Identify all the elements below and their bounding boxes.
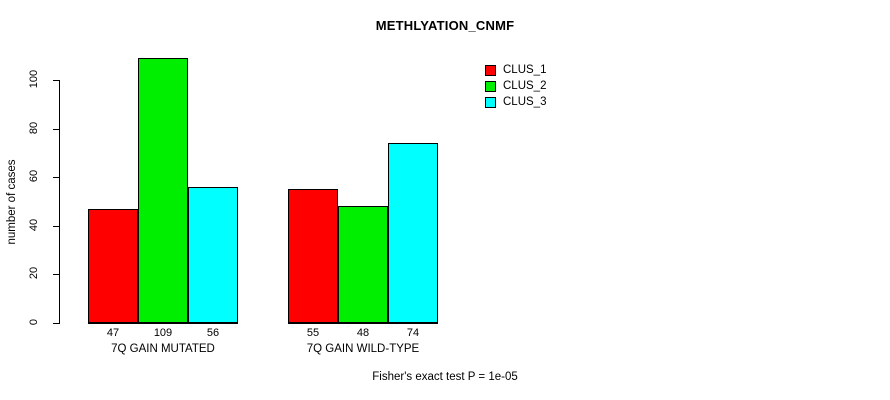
chart-title: METHLYATION_CNMF: [375, 18, 515, 33]
y-axis-tick-label: 40: [28, 218, 40, 231]
bar-clus_3-2: [388, 143, 438, 323]
bar-clus_1-1: [88, 208, 138, 323]
bar-value-label: 109: [153, 327, 173, 339]
legend-item-label: CLUS_3: [503, 95, 547, 108]
bar-clus_2-2: [338, 206, 388, 323]
y-axis-tick: [53, 225, 59, 227]
x-axis-group-label: 7Q GAIN MUTATED: [111, 343, 215, 355]
y-axis-title: number of cases: [6, 159, 18, 245]
y-axis-tick: [53, 80, 59, 81]
legend-item-label: CLUS_2: [503, 79, 547, 92]
bar-clus_3-1: [188, 186, 238, 323]
bar-value-label: 56: [206, 327, 220, 339]
y-axis-tick-label: 20: [28, 267, 40, 280]
chart-legend: CLUS_1 CLUS_2 CLUS_3: [485, 62, 546, 110]
statistical-test-annotation: Fisher's exact test P = 1e-05: [372, 371, 518, 383]
y-axis-tick-label: 100: [28, 69, 40, 89]
x-axis-baseline: [288, 323, 438, 324]
bar-value-label: 74: [406, 327, 420, 339]
bar-value-label: 48: [356, 327, 370, 339]
y-axis-line: [59, 80, 60, 324]
y-axis-tick: [53, 128, 59, 130]
y-axis-tick-label: 60: [28, 170, 40, 183]
y-axis-tick-label: 80: [28, 121, 40, 134]
x-axis-baseline: [88, 323, 238, 324]
legend-item: CLUS_3: [485, 94, 546, 110]
y-axis-tick: [53, 323, 59, 324]
bar-clus_1-2: [288, 189, 338, 323]
legend-color-swatch: [485, 96, 496, 108]
y-axis-tick: [53, 177, 59, 179]
y-axis-tick: [53, 274, 59, 276]
bar-clus_2-1: [138, 58, 188, 323]
bar-value-label: 55: [306, 327, 320, 339]
bar-value-label: 47: [106, 327, 120, 339]
legend-item: CLUS_2: [485, 78, 546, 94]
x-axis-group-label: 7Q GAIN WILD-TYPE: [306, 343, 420, 355]
legend-color-swatch: [485, 64, 496, 76]
y-axis-tick-label: 0: [28, 318, 40, 326]
legend-item: CLUS_1: [485, 62, 546, 78]
legend-item-label: CLUS_1: [503, 63, 547, 76]
legend-color-swatch: [485, 80, 496, 92]
